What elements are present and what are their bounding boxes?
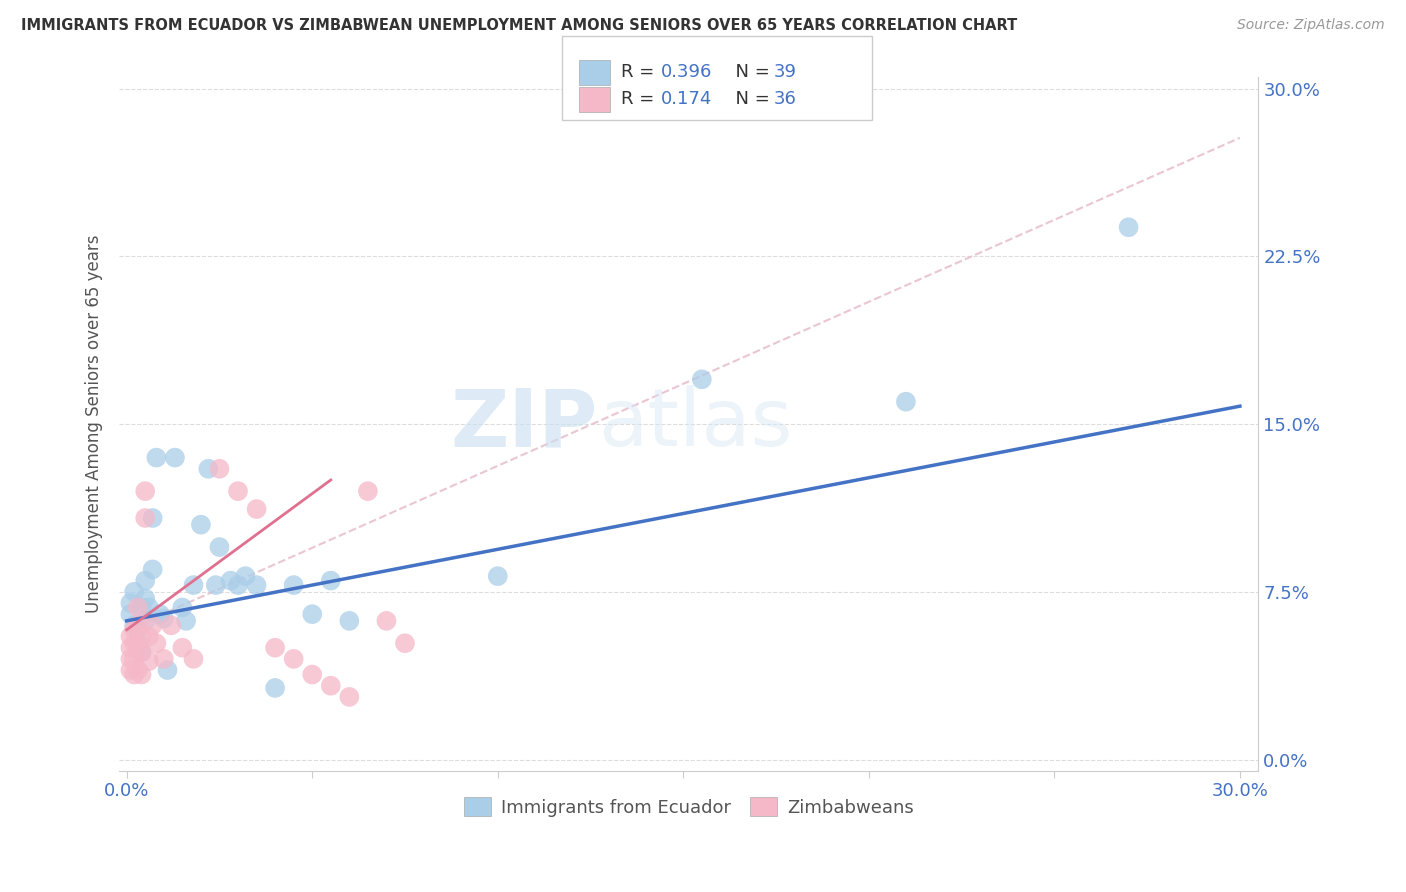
Point: [127, 618, 149, 632]
Point: [245, 502, 267, 516]
Point: [131, 630, 153, 644]
Point: [183, 652, 205, 666]
Point: [172, 640, 194, 655]
Point: [183, 578, 205, 592]
Point: [319, 679, 342, 693]
Point: [486, 569, 509, 583]
Point: [134, 511, 156, 525]
Point: [337, 614, 360, 628]
Point: [127, 663, 149, 677]
Text: 39: 39: [773, 63, 796, 81]
Point: [122, 667, 145, 681]
Point: [690, 372, 713, 386]
Point: [122, 636, 145, 650]
Point: [120, 607, 142, 622]
Text: atlas: atlas: [598, 385, 792, 463]
Point: [160, 618, 183, 632]
Legend: Immigrants from Ecuador, Zimbabweans: Immigrants from Ecuador, Zimbabweans: [457, 790, 921, 824]
Point: [127, 600, 149, 615]
Text: Source: ZipAtlas.com: Source: ZipAtlas.com: [1237, 18, 1385, 32]
Point: [1118, 220, 1140, 235]
Point: [142, 562, 165, 576]
Point: [134, 614, 156, 628]
Point: [163, 450, 186, 465]
Point: [894, 394, 917, 409]
Point: [226, 578, 249, 592]
Point: [301, 667, 323, 681]
Point: [142, 618, 165, 632]
Point: [394, 636, 416, 650]
Point: [208, 540, 231, 554]
Point: [283, 652, 305, 666]
Text: R =: R =: [621, 63, 661, 81]
Point: [131, 600, 153, 615]
Point: [120, 640, 142, 655]
Point: [156, 663, 179, 677]
Point: [131, 667, 153, 681]
Point: [153, 612, 176, 626]
Point: [301, 607, 323, 622]
Point: [122, 652, 145, 666]
Point: [120, 596, 142, 610]
Point: [174, 614, 197, 628]
Point: [190, 517, 212, 532]
Point: [337, 690, 360, 704]
Text: N =: N =: [724, 63, 776, 81]
Point: [131, 645, 153, 659]
Point: [138, 630, 160, 644]
Point: [138, 654, 160, 668]
Text: N =: N =: [724, 90, 776, 108]
Point: [204, 578, 226, 592]
Point: [127, 640, 149, 655]
Point: [197, 462, 219, 476]
Point: [134, 591, 156, 606]
Point: [134, 574, 156, 588]
Point: [120, 652, 142, 666]
Text: ZIP: ZIP: [450, 385, 598, 463]
Point: [122, 623, 145, 637]
Point: [122, 618, 145, 632]
Point: [120, 630, 142, 644]
Point: [357, 484, 380, 499]
Point: [319, 574, 342, 588]
Point: [142, 511, 165, 525]
Text: 0.396: 0.396: [661, 63, 713, 81]
Point: [127, 636, 149, 650]
Point: [122, 584, 145, 599]
Point: [283, 578, 305, 592]
Point: [138, 600, 160, 615]
Text: 36: 36: [773, 90, 796, 108]
Point: [145, 450, 167, 465]
Point: [134, 484, 156, 499]
Text: 0.174: 0.174: [661, 90, 713, 108]
Point: [120, 663, 142, 677]
Point: [153, 652, 176, 666]
Point: [149, 607, 172, 622]
Point: [235, 569, 257, 583]
Point: [208, 462, 231, 476]
Point: [264, 681, 287, 695]
Point: [145, 636, 167, 650]
Point: [219, 574, 242, 588]
Text: R =: R =: [621, 90, 661, 108]
Point: [375, 614, 398, 628]
Point: [226, 484, 249, 499]
Y-axis label: Unemployment Among Seniors over 65 years: Unemployment Among Seniors over 65 years: [86, 235, 103, 614]
Point: [172, 600, 194, 615]
Point: [264, 640, 287, 655]
Text: IMMIGRANTS FROM ECUADOR VS ZIMBABWEAN UNEMPLOYMENT AMONG SENIORS OVER 65 YEARS C: IMMIGRANTS FROM ECUADOR VS ZIMBABWEAN UN…: [21, 18, 1018, 33]
Point: [127, 623, 149, 637]
Point: [131, 645, 153, 659]
Point: [245, 578, 267, 592]
